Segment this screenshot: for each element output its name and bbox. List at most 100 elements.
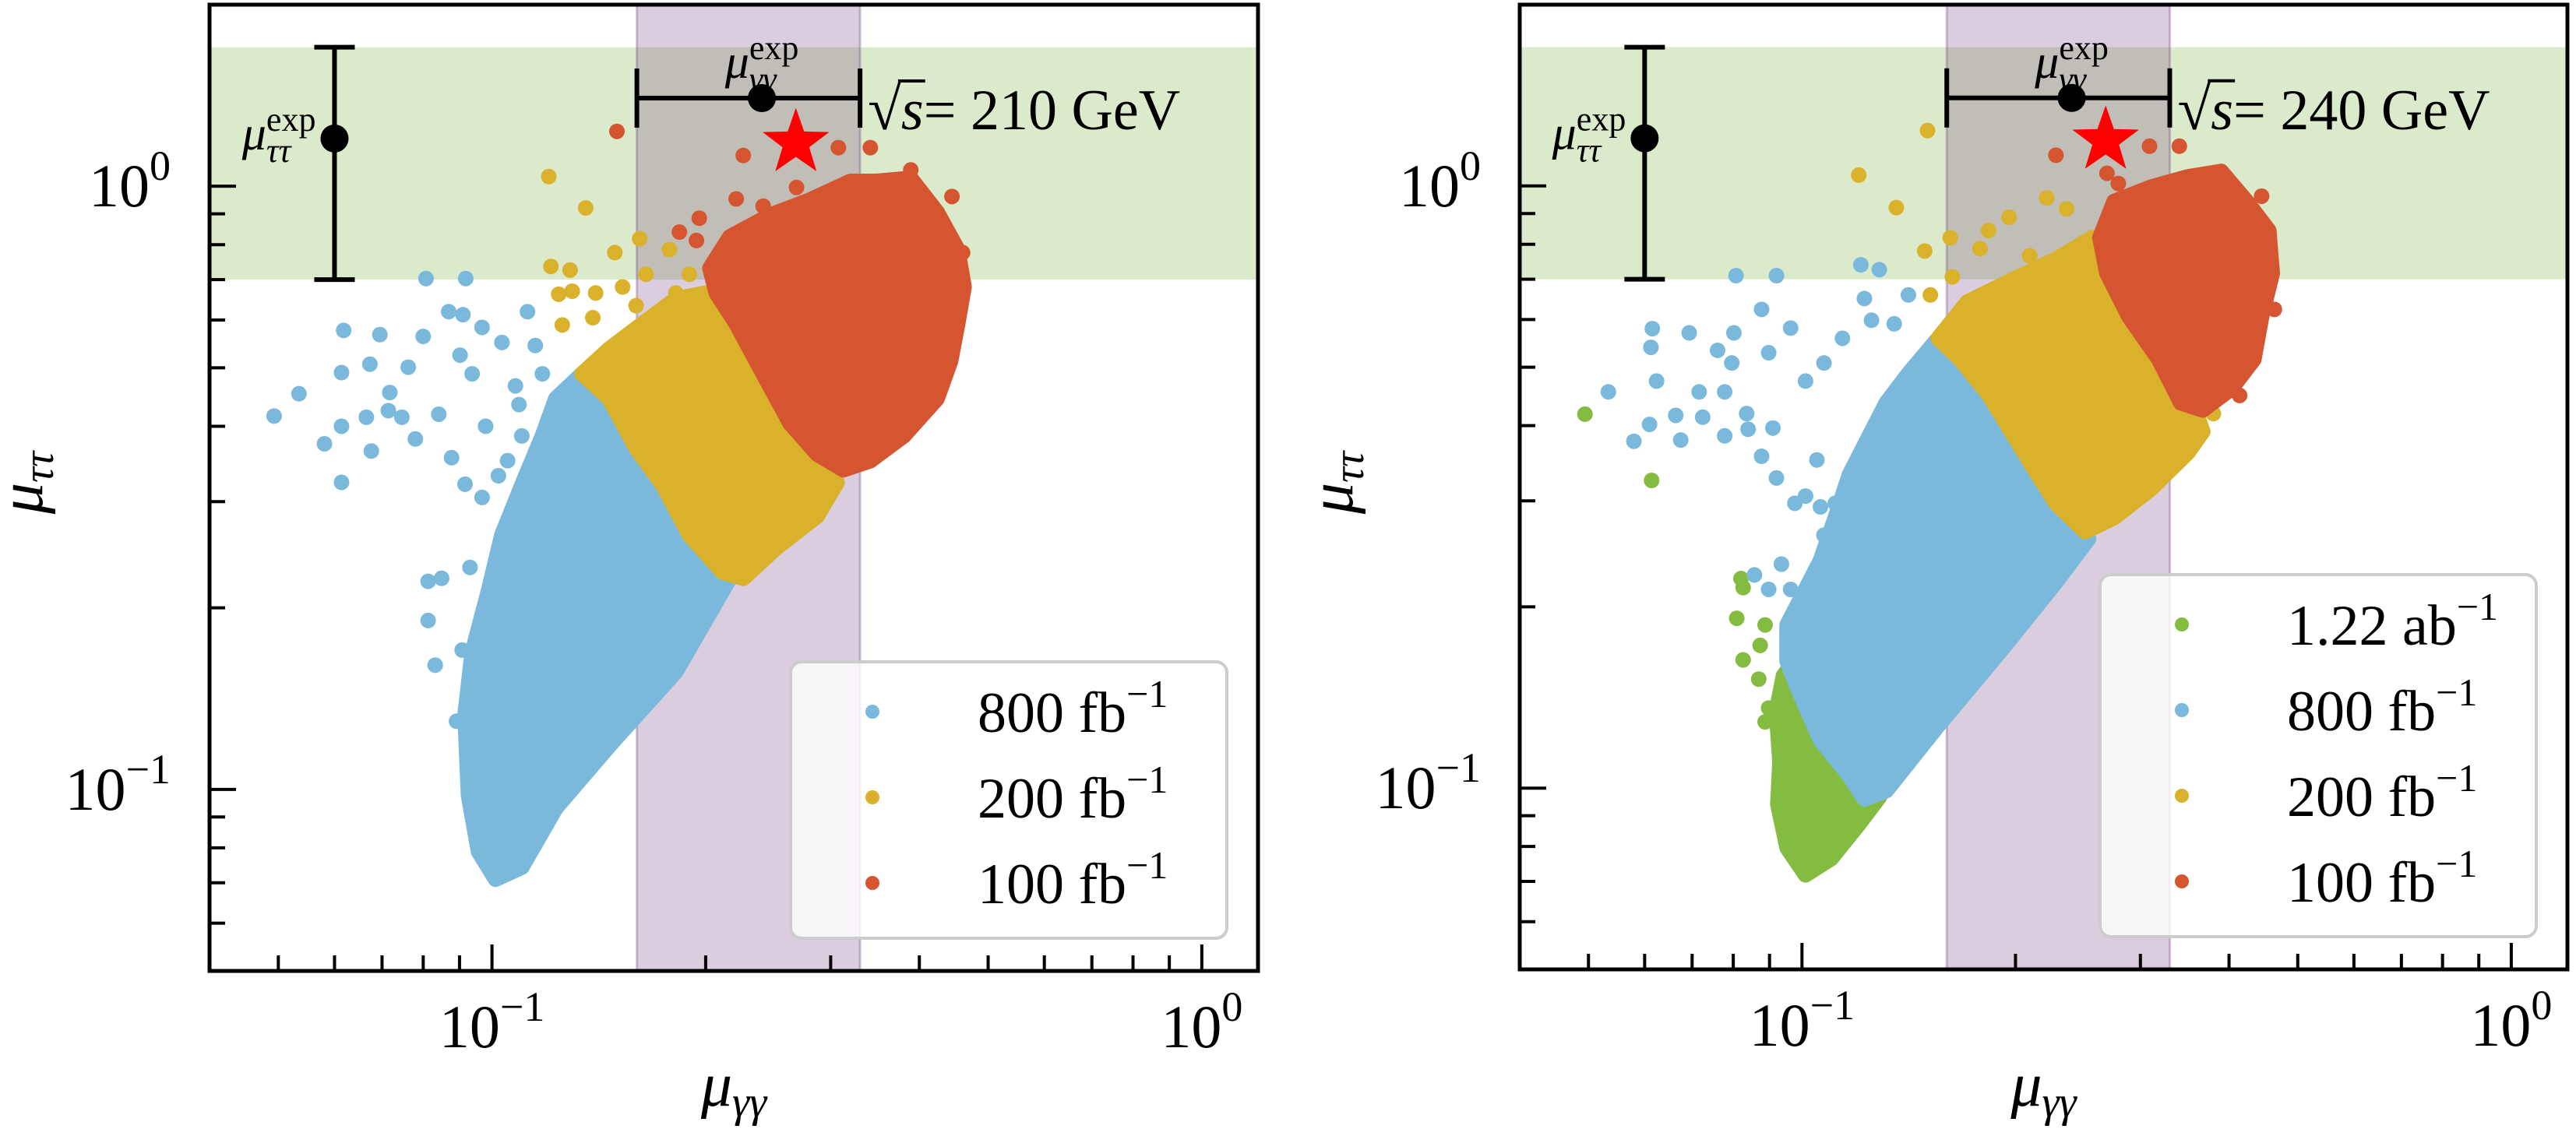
data-point: [788, 179, 805, 195]
legend-label: 800 fb: [978, 681, 1126, 745]
data-point: [1668, 407, 1684, 424]
data-point: [1643, 339, 1659, 356]
x-tick-label: 10 −1: [1750, 982, 1855, 1059]
data-point: [1600, 384, 1616, 400]
data-point: [607, 244, 623, 261]
data-point: [541, 168, 557, 185]
label-sub: ττ: [266, 132, 293, 170]
legend-label-sup: −1: [2436, 756, 2477, 800]
data-point: [1757, 617, 1773, 633]
dense-point-cloud: [1779, 330, 2097, 807]
data-point: [1809, 452, 1825, 468]
data-point: [266, 408, 282, 424]
tick-label-base: 10: [1161, 993, 1221, 1060]
data-point: [562, 262, 578, 278]
data-point: [1753, 301, 1770, 318]
energy-variable: s: [901, 79, 924, 142]
data-point: [1900, 287, 1916, 303]
y-axis-label: μττ: [1298, 450, 1373, 515]
energy-label: √ s = 240 GeV: [2177, 75, 2490, 142]
data-point: [671, 224, 688, 241]
data-point: [494, 334, 510, 350]
data-point: [415, 329, 432, 345]
data-point: [418, 270, 434, 287]
mu-gammagamma-exp-point: [748, 83, 777, 112]
data-point: [457, 270, 474, 287]
data-point: [443, 449, 460, 466]
data-point: [393, 409, 410, 425]
y-axis-label: μττ: [0, 450, 63, 515]
legend-label: 100 fb: [2287, 851, 2436, 915]
data-point: [681, 266, 697, 283]
data-point: [474, 489, 490, 505]
legend-label: 1.22 ab: [2287, 594, 2457, 658]
axis-label-base: μ: [700, 1051, 732, 1120]
axis-label-base: μ: [2010, 1051, 2042, 1120]
data-point: [400, 359, 417, 375]
data-point: [585, 310, 601, 326]
data-point: [1717, 384, 1733, 400]
data-point: [1922, 287, 1939, 303]
legend-label-sup: −1: [1126, 672, 1168, 716]
data-point: [1765, 420, 1781, 436]
data-point: [433, 570, 449, 586]
data-point: [1773, 556, 1789, 572]
data-point: [1735, 652, 1751, 668]
data-point: [431, 406, 447, 422]
y-tick-label: 10 −1: [65, 746, 171, 823]
data-point: [336, 322, 352, 339]
data-point: [1641, 417, 1658, 433]
legend-box: [789, 660, 1228, 940]
data-point: [507, 378, 523, 394]
energy-label: √ s = 210 GeV: [868, 75, 1180, 142]
y-axis-label-rotator: μττ: [1298, 450, 1373, 515]
data-point: [462, 559, 478, 575]
data-point: [564, 283, 580, 299]
dense-point-cloud: [702, 171, 972, 478]
legend-label-sup: −1: [2436, 670, 2477, 714]
data-point: [2266, 301, 2282, 318]
data-point: [333, 474, 350, 491]
series-100-fb: [2048, 138, 2282, 418]
data-point: [1757, 714, 1773, 730]
legend-label: 200 fb: [2287, 765, 2436, 829]
data-point: [1863, 312, 1880, 329]
label-sub: ττ: [1577, 132, 1603, 170]
x-tick-label: 10 0: [1161, 983, 1242, 1060]
legend-item: 100 fb −1: [865, 843, 1168, 916]
dense-point-cloud: [1930, 230, 2211, 540]
energy-variable: s: [2211, 79, 2233, 142]
data-point: [1856, 290, 1873, 307]
data-point: [454, 642, 470, 658]
data-point: [668, 285, 684, 301]
legend-marker: [865, 876, 879, 890]
dense-point-cloud: [2091, 164, 2280, 418]
sqrt-sign: √: [2177, 75, 2211, 142]
data-point: [452, 347, 468, 364]
data-point: [1972, 241, 1988, 257]
data-point: [2254, 188, 2270, 204]
label-sup: exp: [1577, 100, 1626, 139]
legend-item: 200 fb −1: [865, 758, 1168, 831]
legend-item: 800 fb −1: [2175, 670, 2477, 744]
data-point: [1644, 472, 1660, 488]
data-point: [1851, 167, 1867, 183]
label-mu: μ: [2034, 36, 2059, 89]
axis-ticks: [210, 185, 1203, 971]
data-point: [628, 297, 644, 314]
data-point: [333, 364, 350, 381]
mu-gammagamma-exp-point: [2057, 83, 2086, 112]
data-point: [691, 210, 707, 227]
label-sup: exp: [2059, 29, 2109, 67]
plot-frame: [1517, 2, 2570, 972]
legend-text: 800 fb −1: [978, 672, 1168, 745]
series-800-fb: [1600, 257, 2097, 807]
y-axis-label-rotator: μττ: [0, 450, 63, 515]
axis-label-sub: ττ: [15, 450, 63, 483]
data-point: [661, 241, 678, 258]
data-point: [1728, 268, 1744, 284]
data-point: [1919, 122, 1936, 139]
energy-value: = 210 GeV: [924, 79, 1180, 142]
